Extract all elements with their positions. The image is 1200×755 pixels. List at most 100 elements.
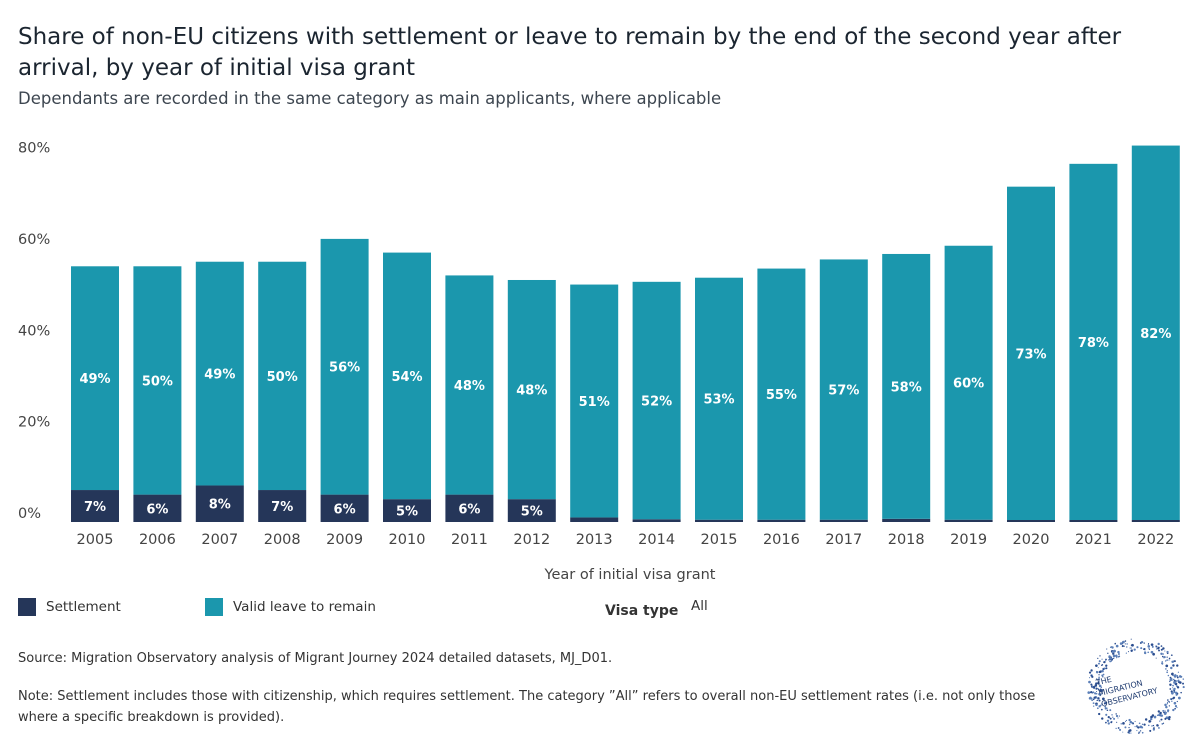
visa-type-filter-value[interactable]: All bbox=[691, 598, 708, 614]
logo-dot bbox=[1171, 672, 1174, 675]
logo-dot bbox=[1130, 649, 1133, 652]
logo-dot bbox=[1168, 657, 1171, 660]
logo-dot bbox=[1143, 642, 1145, 644]
logo-dot bbox=[1098, 660, 1101, 663]
logo-dot-ring bbox=[1087, 638, 1185, 734]
legend-label-settlement: Settlement bbox=[46, 599, 121, 615]
logo-dot bbox=[1140, 641, 1143, 643]
bar-label-leave: 55% bbox=[766, 388, 797, 403]
logo-dot bbox=[1170, 677, 1173, 680]
bar-label-settlement: 7% bbox=[271, 500, 293, 515]
logo-dot bbox=[1088, 677, 1091, 679]
bar-chart: 0% 20% 40% 60% 80% 49% 7% 2005 50% 6% 2006 49% 8% 200… bbox=[18, 141, 1180, 583]
logo-dot bbox=[1162, 722, 1165, 724]
logo-dot bbox=[1098, 674, 1100, 676]
logo-dot bbox=[1164, 717, 1167, 720]
logo-dot bbox=[1157, 642, 1160, 646]
logo-dot bbox=[1161, 663, 1164, 665]
y-tick-label: 60% bbox=[18, 232, 50, 248]
logo-dot bbox=[1107, 715, 1110, 719]
logo-dot bbox=[1170, 654, 1173, 656]
bar-label-leave: 60% bbox=[953, 377, 984, 392]
logo-dot bbox=[1174, 705, 1178, 708]
bar-settlement bbox=[1069, 520, 1118, 522]
x-tick-label: 2022 bbox=[1137, 532, 1174, 548]
logo-dot bbox=[1113, 649, 1116, 652]
logo-dot bbox=[1165, 705, 1168, 709]
logo-dot bbox=[1110, 721, 1113, 724]
logo-dot bbox=[1153, 726, 1155, 728]
logo-dot bbox=[1144, 718, 1148, 721]
logo-dot bbox=[1127, 651, 1129, 653]
logo-dot bbox=[1100, 686, 1103, 689]
bar-settlement bbox=[1007, 520, 1055, 522]
logo-dot bbox=[1128, 723, 1131, 726]
logo-dot bbox=[1090, 674, 1093, 677]
logo-dot bbox=[1100, 703, 1103, 705]
bar-label-leave: 57% bbox=[828, 384, 859, 399]
logo-dot bbox=[1095, 687, 1098, 690]
logo-dot bbox=[1116, 721, 1118, 723]
logo-dot bbox=[1161, 722, 1164, 725]
logo-dot bbox=[1168, 705, 1170, 707]
logo-dot bbox=[1090, 669, 1093, 672]
logo-dot bbox=[1169, 688, 1172, 690]
logo-dot bbox=[1106, 648, 1108, 650]
logo-dot bbox=[1101, 674, 1104, 677]
logo-dot bbox=[1105, 667, 1108, 670]
logo-dot bbox=[1128, 718, 1131, 722]
bar-label-leave: 58% bbox=[891, 380, 922, 395]
logo-dot bbox=[1112, 716, 1114, 718]
logo-dot bbox=[1114, 642, 1117, 645]
x-tick-label: 2011 bbox=[451, 532, 488, 548]
logo-dot bbox=[1106, 719, 1110, 723]
x-tick-label: 2009 bbox=[326, 532, 363, 548]
x-axis-title: Year of initial visa grant bbox=[544, 567, 716, 583]
logo-dot bbox=[1176, 707, 1178, 709]
logo-dot bbox=[1172, 684, 1174, 687]
logo-dot bbox=[1101, 708, 1103, 711]
bar-label-leave: 82% bbox=[1140, 327, 1171, 342]
logo-dot bbox=[1176, 675, 1179, 677]
logo-dot bbox=[1095, 664, 1098, 667]
logo-dot bbox=[1109, 709, 1112, 712]
bar-label-settlement: 5% bbox=[521, 505, 543, 520]
logo-dot bbox=[1115, 714, 1119, 718]
bar-leave-to-remain bbox=[195, 261, 244, 486]
logo-dot bbox=[1096, 690, 1098, 692]
bar-settlement bbox=[1131, 520, 1180, 522]
bar-leave-to-remain bbox=[757, 268, 806, 520]
logo-dot bbox=[1171, 660, 1174, 664]
logo-dot bbox=[1117, 650, 1120, 654]
visa-type-filter-label: Visa type bbox=[605, 603, 679, 619]
bar-leave-to-remain bbox=[1007, 186, 1055, 520]
x-tick-label: 2008 bbox=[264, 532, 301, 548]
bar-settlement bbox=[133, 494, 182, 522]
chart-subtitle: Dependants are recorded in the same cate… bbox=[18, 89, 722, 108]
bar-leave-to-remain bbox=[944, 245, 993, 520]
logo-dot bbox=[1101, 717, 1104, 720]
logo-dot bbox=[1103, 660, 1106, 664]
logo-dot bbox=[1168, 659, 1170, 661]
bar-settlement bbox=[819, 519, 868, 522]
logo-dot bbox=[1172, 708, 1175, 712]
logo-dot bbox=[1105, 658, 1107, 661]
bar-label-leave: 50% bbox=[142, 374, 173, 389]
legend-item-leave[interactable]: Valid leave to remain bbox=[205, 598, 376, 616]
logo-dot bbox=[1123, 645, 1125, 647]
logo-dot bbox=[1157, 647, 1160, 650]
logo-dot bbox=[1134, 720, 1136, 722]
logo-dot bbox=[1111, 714, 1113, 716]
bar-label-leave: 78% bbox=[1078, 336, 1109, 351]
bar-label-leave: 54% bbox=[391, 370, 422, 385]
logo-dot bbox=[1096, 700, 1098, 702]
logo-dot bbox=[1160, 652, 1163, 656]
logo-dot bbox=[1163, 709, 1165, 712]
legend-item-settlement[interactable]: Settlement bbox=[18, 598, 121, 616]
logo-dot bbox=[1171, 691, 1174, 695]
logo-dot bbox=[1088, 671, 1092, 674]
logo-dot bbox=[1095, 671, 1099, 674]
logo-dot bbox=[1098, 676, 1100, 679]
logo-dot bbox=[1095, 682, 1098, 685]
logo-dot bbox=[1132, 722, 1134, 725]
